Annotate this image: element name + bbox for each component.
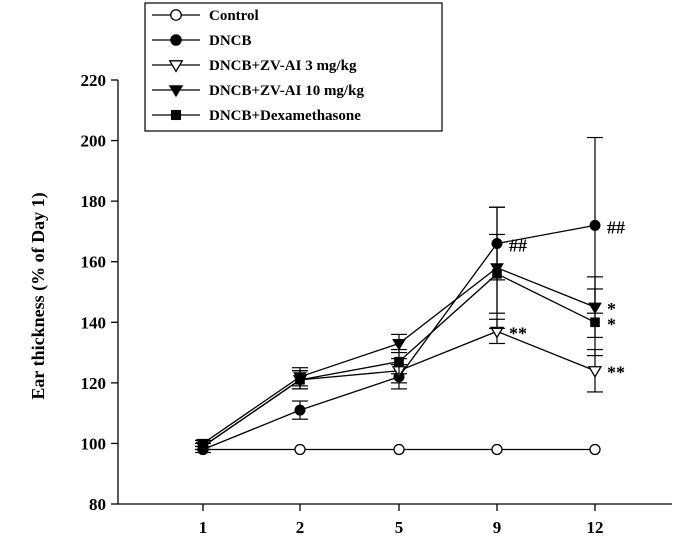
x-tick-label-1: 1 — [199, 518, 208, 537]
legend: Control DNCB DNCB+ZV-AI 3 mg/kg DNCB+ZV-AI … — [144, 2, 443, 132]
data-point-0-3 — [491, 443, 503, 456]
legend-entry-1: DNCB — [152, 33, 252, 49]
data-point-3-2 — [392, 338, 406, 351]
legend-label: DNCB+ZV-AI 10 mg/kg — [209, 83, 364, 99]
legend-label: DNCB+Dexamethasone — [209, 108, 361, 124]
y-tick-label-200: 200 — [81, 132, 107, 151]
data-point-0-4 — [589, 443, 601, 456]
annotation-5: ** — [607, 363, 625, 383]
y-tick-label-160: 160 — [81, 253, 107, 272]
x-tick-label-5: 5 — [395, 518, 404, 537]
y-tick-label-180: 180 — [81, 192, 107, 211]
x-tick-label-12: 12 — [587, 518, 604, 537]
legend-box — [144, 2, 443, 132]
legend-marker — [168, 60, 184, 73]
legend-entry-4: DNCB+Dexamethasone — [152, 108, 361, 124]
annotation-3: * — [607, 314, 616, 334]
legend-label: DNCB — [209, 33, 252, 49]
series-0 — [197, 443, 601, 456]
data-point-4-3 — [492, 269, 502, 279]
annotation-1: ## — [607, 217, 625, 237]
data-point-1-4 — [589, 219, 601, 231]
y-tick-label-80: 80 — [89, 495, 106, 514]
data-point-4-2 — [394, 356, 404, 367]
y-tick-label-120: 120 — [81, 374, 107, 393]
data-point-0-1 — [294, 443, 306, 456]
data-point-0-2 — [393, 443, 405, 456]
legend-marker — [170, 109, 182, 121]
legend-entry-2: DNCB+ZV-AI 3 mg/kg — [152, 58, 357, 74]
legend-marker — [168, 85, 184, 98]
data-point-1-1 — [294, 404, 306, 416]
annotation-2: * — [607, 299, 616, 319]
series-3 — [195, 206, 603, 451]
legend-label: DNCB+ZV-AI 3 mg/kg — [209, 58, 357, 74]
legend-entry-0: Control — [152, 8, 259, 24]
y-tick-label-100: 100 — [81, 434, 107, 453]
legend-marker — [170, 9, 182, 21]
data-point-2-4 — [587, 366, 603, 379]
y-tick-label-220: 220 — [81, 71, 107, 90]
data-point-4-0 — [198, 441, 208, 452]
legend-marker — [170, 34, 182, 46]
annotation-4: ** — [509, 323, 527, 343]
legend-entry-3: DNCB+ZV-AI 10 mg/kg — [152, 83, 364, 99]
x-tick-label-2: 2 — [296, 518, 305, 537]
x-tick-label-9: 9 — [493, 518, 502, 537]
legend-label: Control — [209, 8, 259, 24]
data-point-4-4 — [590, 317, 600, 328]
data-point-4-1 — [295, 375, 305, 385]
plot-area: ####****** — [195, 136, 625, 456]
y-tick-label-140: 140 — [81, 313, 107, 332]
series-4 — [195, 233, 603, 452]
annotation-0: ## — [509, 236, 527, 256]
y-axis-title: Ear thickness (% of Day 1) — [28, 192, 49, 399]
